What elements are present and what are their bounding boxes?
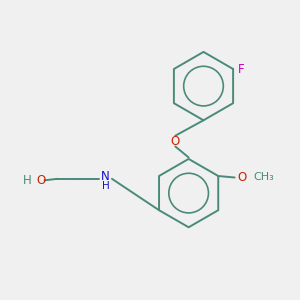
Text: F: F <box>238 62 244 76</box>
Text: H: H <box>101 181 109 191</box>
Text: O: O <box>237 171 246 184</box>
Text: N: N <box>101 170 110 183</box>
Text: O: O <box>171 135 180 148</box>
Text: H: H <box>23 174 32 187</box>
Text: O: O <box>36 174 45 187</box>
Text: CH₃: CH₃ <box>253 172 274 182</box>
